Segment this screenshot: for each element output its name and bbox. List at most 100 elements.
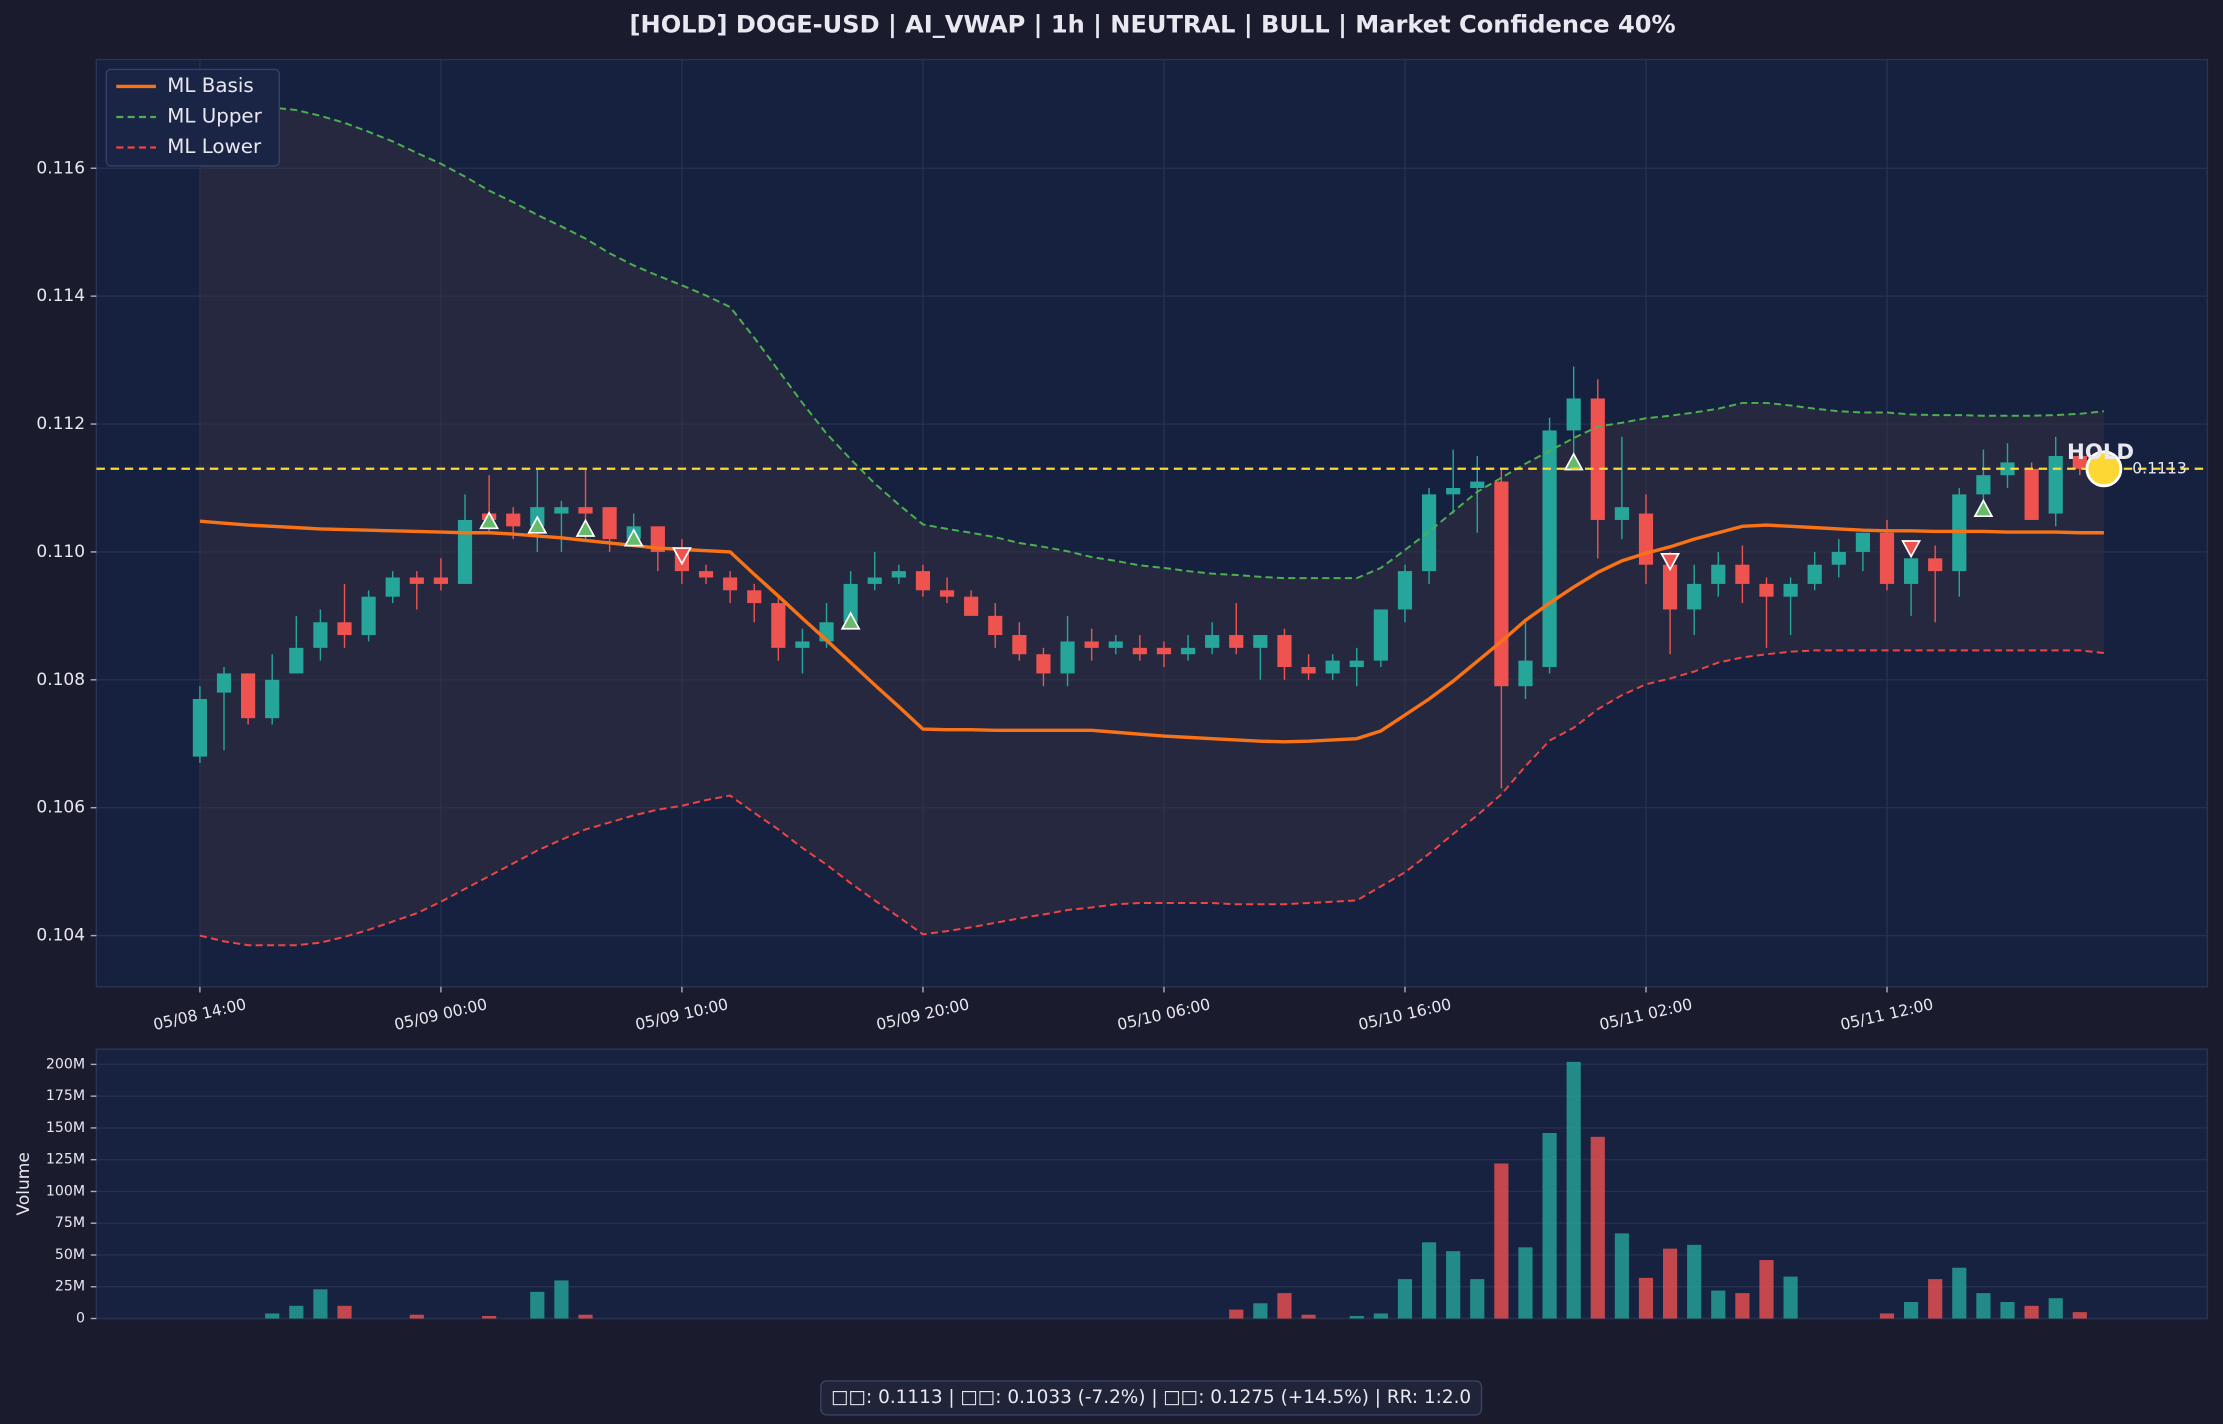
- volume-bar: [1590, 1136, 1605, 1319]
- candle-body: [2024, 468, 2039, 520]
- volume-bar: [1253, 1303, 1268, 1319]
- candle-body: [1421, 494, 1437, 572]
- legend-box: [105, 68, 281, 167]
- candle-body: [891, 571, 906, 578]
- volume-bar: [289, 1305, 304, 1319]
- candle-body: [1156, 647, 1172, 655]
- candle-body: [1036, 654, 1051, 674]
- volume-bar: [1614, 1233, 1629, 1319]
- y-tick-label: 150M: [46, 1120, 85, 1136]
- volume-bar: [2024, 1305, 2039, 1319]
- candle-body: [265, 679, 280, 719]
- candle-body: [1084, 641, 1099, 648]
- candle-body: [1807, 564, 1822, 584]
- volume-bar: [1976, 1293, 1991, 1319]
- plot-layer: 0.1040.1060.1080.1100.1120.1140.11605/08…: [36, 59, 2208, 1327]
- y-tick-label: 0.116: [36, 158, 85, 178]
- candle-body: [1928, 558, 1943, 572]
- buy-signal: [527, 515, 548, 534]
- candle-body: [1855, 532, 1870, 552]
- candle-body: [1879, 532, 1895, 584]
- y-tick-label: 50M: [55, 1247, 85, 1263]
- candle-body: [1277, 635, 1292, 668]
- candle-body: [337, 622, 352, 636]
- volume-bar: [1662, 1248, 1678, 1319]
- buy-signal: [1973, 498, 1994, 518]
- buy-signal: [840, 611, 861, 630]
- candle-body: [1976, 475, 1991, 495]
- y-tick-label: 100M: [46, 1183, 85, 1199]
- candle-body: [2000, 462, 2015, 476]
- candle-body: [988, 615, 1003, 636]
- volume-bar: [578, 1314, 593, 1319]
- candle-body: [698, 571, 714, 578]
- volume-bar: [1397, 1279, 1413, 1319]
- buy-signal: [575, 518, 596, 537]
- volume-bar: [1349, 1315, 1364, 1319]
- candle-body: [795, 641, 810, 648]
- candle-body: [1614, 507, 1629, 520]
- candle-body: [1470, 481, 1485, 488]
- volume-bar: [1446, 1251, 1461, 1319]
- volume-bar: [1928, 1279, 1943, 1319]
- candle-body: [1301, 667, 1316, 674]
- volume-bar: [482, 1315, 497, 1319]
- candle-body: [1735, 564, 1750, 584]
- volume-bar: [1952, 1267, 1967, 1319]
- volume-bar: [2048, 1298, 2063, 1319]
- candle-body: [1662, 564, 1678, 610]
- price-panel: [95, 58, 2209, 988]
- volume-bar: [409, 1314, 424, 1319]
- candle-body: [1783, 583, 1798, 597]
- volume-bar: [1373, 1313, 1388, 1319]
- line-series: [199, 649, 2105, 947]
- y-tick-label: 0.114: [36, 286, 85, 306]
- volume-bar: [2000, 1302, 2015, 1319]
- volume-bar: [1904, 1302, 1919, 1319]
- candle-body: [1108, 641, 1123, 648]
- volume-bar: [530, 1291, 545, 1319]
- candle-body: [433, 577, 449, 584]
- candle-body: [747, 590, 762, 604]
- candle-body: [1012, 635, 1027, 655]
- candle-body: [1687, 583, 1702, 610]
- line-series: [199, 100, 2105, 580]
- y-tick-label: 0: [76, 1311, 85, 1327]
- volume-bar: [554, 1280, 569, 1319]
- volume-bar: [1783, 1276, 1798, 1319]
- candle-body: [1566, 398, 1581, 431]
- candle-body: [2072, 456, 2087, 469]
- candle-body: [289, 647, 304, 674]
- volume-bar: [1518, 1247, 1533, 1319]
- volume-bar: [1879, 1313, 1895, 1319]
- candle-body: [1518, 660, 1533, 687]
- volume-bar: [1470, 1279, 1485, 1319]
- candle-body: [1349, 660, 1364, 668]
- band-fill: [199, 101, 2104, 946]
- candle-body: [385, 577, 400, 597]
- volume-bar: [1542, 1133, 1557, 1319]
- candle-body: [1397, 571, 1413, 610]
- legend-label: ML Basis: [167, 74, 253, 97]
- candle-body: [1132, 647, 1147, 655]
- sell-signal: [1901, 540, 1922, 559]
- volume-bar: [1277, 1293, 1292, 1319]
- candle-body: [1253, 635, 1268, 648]
- y-tick-label: 0.110: [36, 542, 85, 562]
- candle-body: [602, 507, 617, 540]
- volume-bar: [1638, 1277, 1654, 1319]
- volume-bar: [1735, 1293, 1750, 1319]
- hold-marker: [2085, 450, 2123, 488]
- candle-body: [192, 699, 207, 757]
- candle-body: [409, 577, 424, 584]
- candle-body: [1542, 430, 1557, 668]
- candle-body: [964, 596, 979, 616]
- volume-bar: [2072, 1312, 2087, 1319]
- volume-bar: [1421, 1242, 1437, 1319]
- candle-body: [313, 622, 328, 648]
- candle-body: [457, 519, 473, 584]
- candle-body: [554, 507, 569, 514]
- candle-body: [650, 526, 665, 552]
